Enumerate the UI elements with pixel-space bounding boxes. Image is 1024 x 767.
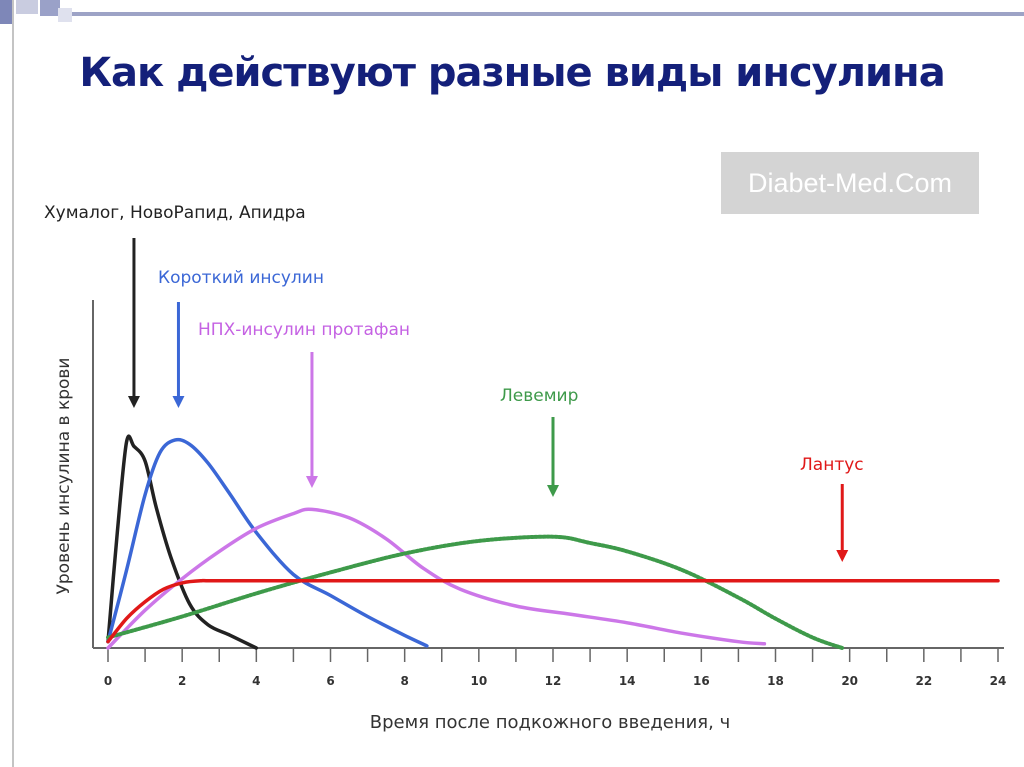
x-tick-label: 12	[545, 674, 562, 688]
x-tick-label: 0	[104, 674, 112, 688]
x-tick-label: 2	[178, 674, 186, 688]
arrowhead-rapid	[127, 396, 140, 408]
watermark-text: Diabet-Med.Com	[747, 167, 953, 198]
x-tick-label: 6	[326, 674, 334, 688]
deco-bar	[72, 12, 1024, 16]
x-axis-label: Время после подкожного введения, ч	[369, 712, 731, 733]
chart-axes: 0 2 4 6 8 10 12 14 16 18 20 22 24	[92, 300, 1007, 688]
slide-title: Как действуют разные виды инсулина	[79, 50, 945, 96]
x-tick-label: 20	[841, 674, 858, 688]
slide-left-border	[12, 0, 14, 767]
chart-curves	[106, 434, 1000, 650]
chart-arrows	[127, 238, 849, 562]
chart-labels: Хумалог, НовоРапид, Апидра Короткий инсул…	[44, 203, 864, 475]
curve-nph	[106, 507, 767, 650]
deco-square-4	[58, 8, 72, 22]
slide-top-decoration	[0, 0, 1024, 30]
label-short: Короткий инсулин	[158, 268, 324, 288]
x-tick-label: 24	[990, 674, 1007, 688]
label-levemir: Левемир	[500, 386, 578, 406]
x-tick-label: 14	[619, 674, 636, 688]
deco-square-2	[16, 0, 38, 14]
deco-square-3	[40, 0, 60, 16]
x-tick-label: 22	[915, 674, 932, 688]
arrowhead-nph	[305, 476, 318, 488]
watermark: Diabet-Med.Com	[721, 152, 979, 214]
arrowhead-levemir	[547, 485, 559, 497]
label-lantus: Лантус	[800, 455, 864, 475]
deco-square-1	[0, 0, 12, 24]
x-tick-label: 18	[767, 674, 784, 688]
arrowhead-short	[172, 396, 185, 408]
x-tick-label: 4	[252, 674, 260, 688]
curve-short	[106, 437, 429, 648]
y-axis-label: Уровень инсулина в крови	[54, 357, 74, 595]
x-tick-label: 16	[693, 674, 710, 688]
label-nph: НПХ-инсулин протафан	[198, 320, 410, 340]
curve-rapid	[106, 434, 259, 650]
arrowhead-lantus	[836, 550, 849, 562]
curve-levemir	[106, 534, 845, 650]
curve-lantus	[106, 578, 1000, 644]
x-tick-label: 10	[470, 674, 487, 688]
label-rapid: Хумалог, НовоРапид, Апидра	[44, 203, 306, 223]
x-tick-label: 8	[400, 674, 408, 688]
